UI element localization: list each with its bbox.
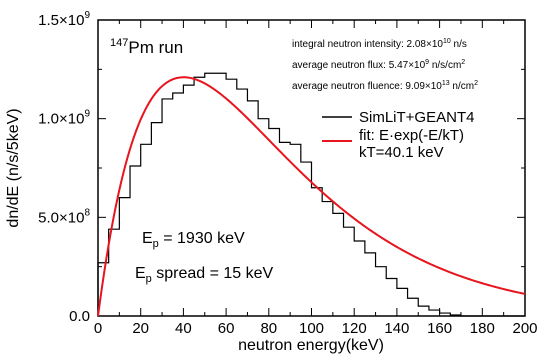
run-label: 147Pm run xyxy=(110,37,183,57)
ep-subscript: p xyxy=(153,238,159,250)
legend-label-simlit: SimLiT+GEANT4 xyxy=(359,109,474,126)
x-axis-ticks: 0 20 40 60 80 100 120 140 160 180 200 xyxy=(94,20,538,337)
y-tick-label: 1.0×109 xyxy=(38,109,90,128)
series-fit-curve xyxy=(97,76,526,317)
x-tick-label: 200 xyxy=(512,320,537,337)
info-line: average neutron fluence: 9.09×1013 n/cm2 xyxy=(292,80,478,92)
y-tick-label: 0.0 xyxy=(69,308,90,325)
x-tick-label: 120 xyxy=(342,320,367,337)
run-isotope-superscript: 147 xyxy=(110,37,128,49)
x-tick-label: 180 xyxy=(470,320,495,337)
x-tick-label: 20 xyxy=(132,320,149,337)
x-tick-label: 0 xyxy=(94,320,102,337)
series-simlit-geant4 xyxy=(97,72,525,317)
x-tick-label: 160 xyxy=(427,320,452,337)
spread-value: spread = 15 keV xyxy=(152,265,274,282)
run-isotope-text: Pm run xyxy=(128,38,183,57)
proton-energy-annotation: Ep = 1930 keV xyxy=(142,230,245,250)
info-line: average neutron flux: 5.47×109 n/s/cm2 xyxy=(292,59,465,71)
x-tick-label: 80 xyxy=(260,320,277,337)
x-tick-label: 140 xyxy=(384,320,409,337)
info-line: integral neutron intensity: 2.08×1010 n/… xyxy=(292,38,467,50)
legend: SimLiT+GEANT4 fit: E·exp(-E/kT) kT=40.1 … xyxy=(322,109,474,161)
x-axis-title: neutron energy(keV) xyxy=(238,337,384,354)
spread-symbol: E xyxy=(135,265,146,282)
y-axis-title: dn/dE (n/s/5keV) xyxy=(5,108,22,227)
spread-subscript: p xyxy=(146,273,152,285)
info-box: integral neutron intensity: 2.08×1010 n/… xyxy=(292,38,478,92)
x-tick-label: 40 xyxy=(175,320,192,337)
legend-label-fit: fit: E·exp(-E/kT) xyxy=(359,127,464,144)
y-tick-label: 5.0×108 xyxy=(38,207,90,226)
y-tick-label: 1.5×109 xyxy=(38,10,90,29)
proton-spread-annotation: Ep spread = 15 keV xyxy=(135,265,274,285)
x-tick-label: 100 xyxy=(299,320,324,337)
legend-label-fit-kt: kT=40.1 keV xyxy=(359,144,444,161)
y-axis-ticks: 0.0 5.0×108 1.0×109 1.5×109 xyxy=(38,10,525,325)
ep-value: = 1930 keV xyxy=(159,230,245,247)
ep-symbol: E xyxy=(142,230,153,247)
x-tick-label: 60 xyxy=(218,320,235,337)
